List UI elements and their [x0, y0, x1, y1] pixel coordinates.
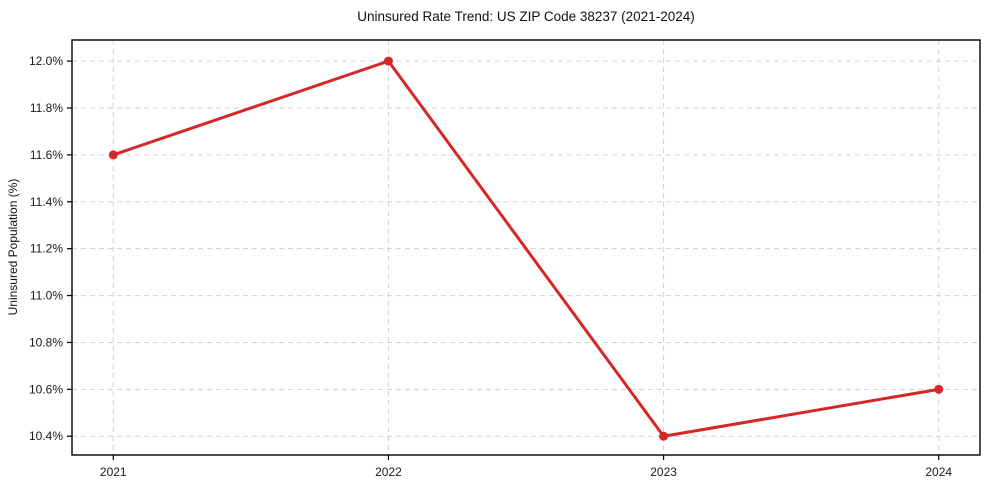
y-tick-label: 11.8% — [30, 101, 63, 115]
y-tick-label: 10.8% — [29, 335, 63, 349]
data-point-marker — [108, 150, 118, 160]
y-tick-label: 10.6% — [29, 382, 63, 396]
x-tick-label: 2021 — [100, 465, 127, 479]
y-tick-label: 12.0% — [29, 54, 63, 68]
y-tick-label: 11.6% — [30, 148, 63, 162]
plot-frame — [71, 39, 981, 456]
trend-line — [111, 59, 941, 438]
x-tick-label: 2022 — [375, 465, 402, 479]
x-tick-label: 2023 — [650, 465, 677, 479]
data-point-marker — [934, 384, 944, 394]
y-tick-label: 11.2% — [30, 242, 63, 256]
data-point-marker — [659, 431, 669, 441]
y-tick-label: 11.0% — [30, 289, 63, 303]
data-point-marker — [383, 56, 393, 66]
y-tick-label: 11.4% — [30, 195, 63, 209]
chart-title: Uninsured Rate Trend: US ZIP Code 38237 … — [357, 9, 695, 24]
y-tick-label: 10.4% — [29, 429, 63, 443]
x-tick-label: 2024 — [925, 465, 952, 479]
